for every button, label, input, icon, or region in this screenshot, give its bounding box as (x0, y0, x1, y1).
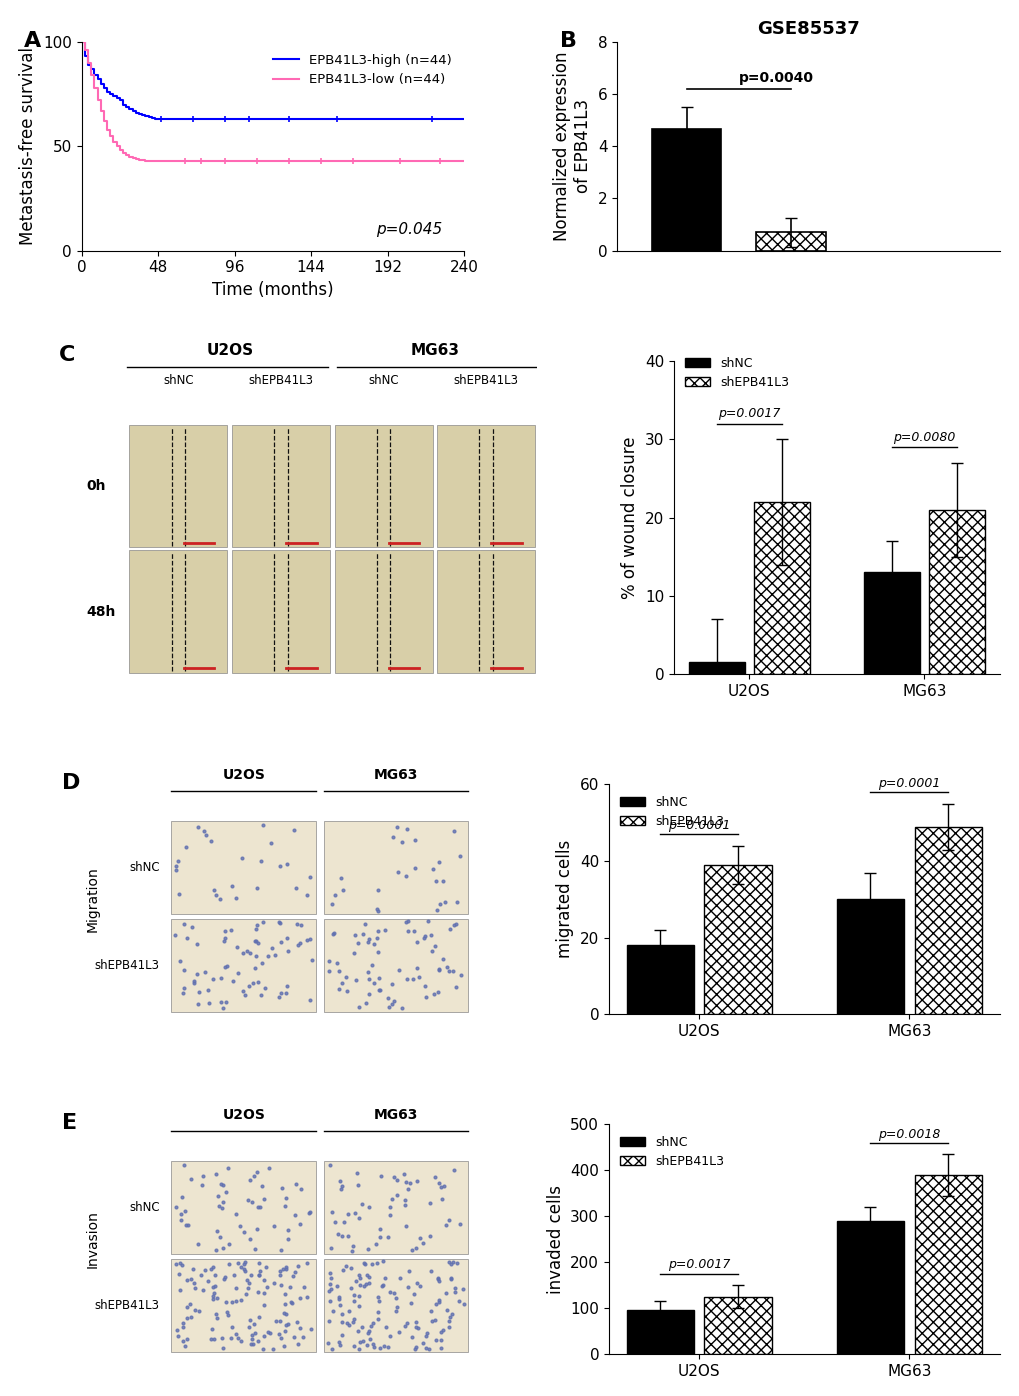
Title: GSE85537: GSE85537 (756, 20, 859, 38)
Bar (171, 919, 316, 1012)
Text: A: A (24, 32, 42, 52)
Y-axis label: migrated cells: migrated cells (555, 840, 574, 959)
Text: MG63: MG63 (374, 1108, 418, 1122)
Y-axis label: Normalized expression
of EPB41L3: Normalized expression of EPB41L3 (552, 52, 591, 242)
Legend: shNC, shEPB41L3: shNC, shEPB41L3 (680, 352, 794, 394)
Text: shEPB41L3: shEPB41L3 (95, 959, 160, 972)
Bar (129, 426, 227, 547)
Bar (651, 130, 720, 251)
Text: 48h: 48h (86, 604, 115, 618)
Text: Migration: Migration (86, 867, 100, 933)
Text: E: E (62, 1113, 77, 1134)
Text: shEPB41L3: shEPB41L3 (453, 374, 518, 387)
Bar (836, 1222, 903, 1354)
Bar (626, 1311, 693, 1354)
Bar (626, 945, 693, 1013)
Y-axis label: Metastasis-free survival: Metastasis-free survival (19, 47, 38, 246)
Bar (171, 821, 316, 914)
Text: shNC: shNC (129, 861, 160, 874)
Bar (753, 503, 809, 674)
Bar (231, 426, 330, 547)
Legend: shNC, shEPB41L3: shNC, shEPB41L3 (614, 1131, 729, 1173)
Text: U2OS: U2OS (222, 768, 265, 782)
Legend: EPB41L3-high (n=44), EPB41L3-low (n=44): EPB41L3-high (n=44), EPB41L3-low (n=44) (267, 49, 458, 92)
Bar (171, 1259, 316, 1351)
Text: p=0.0001: p=0.0001 (667, 819, 730, 832)
Bar (914, 1175, 981, 1354)
Text: shEPB41L3: shEPB41L3 (95, 1298, 160, 1312)
Bar (437, 550, 535, 673)
Bar (863, 572, 919, 674)
Bar (334, 550, 432, 673)
Text: MG63: MG63 (374, 768, 418, 782)
Bar (334, 426, 432, 547)
Text: p=0.0018: p=0.0018 (877, 1128, 940, 1141)
Text: shNC: shNC (163, 374, 194, 387)
Bar (171, 1161, 316, 1254)
Bar (914, 826, 981, 1013)
Text: p=0.045: p=0.045 (376, 222, 442, 237)
Text: C: C (59, 345, 75, 366)
Text: MG63: MG63 (410, 343, 459, 357)
Text: p=0.0040: p=0.0040 (738, 71, 813, 85)
Text: shNC: shNC (368, 374, 398, 387)
Bar (129, 550, 227, 673)
Text: Invasion: Invasion (86, 1210, 100, 1268)
Text: p=0.0017: p=0.0017 (667, 1258, 730, 1272)
Bar (323, 1259, 468, 1351)
Bar (836, 899, 903, 1013)
Bar (323, 821, 468, 914)
Text: p=0.0001: p=0.0001 (877, 776, 940, 790)
Bar (755, 232, 825, 251)
Text: p=0.0017: p=0.0017 (717, 408, 780, 420)
Text: shEPB41L3: shEPB41L3 (249, 374, 313, 387)
Bar (231, 550, 330, 673)
Bar (704, 1297, 771, 1354)
Text: U2OS: U2OS (206, 343, 253, 357)
Bar (928, 510, 983, 674)
Y-axis label: invaded cells: invaded cells (546, 1185, 565, 1294)
Text: 0h: 0h (86, 479, 106, 493)
Text: B: B (559, 32, 576, 52)
Text: D: D (62, 773, 81, 793)
X-axis label: Time (months): Time (months) (212, 281, 333, 299)
Legend: shNC, shEPB41L3: shNC, shEPB41L3 (614, 790, 729, 833)
Bar (704, 866, 771, 1013)
Bar (323, 1161, 468, 1254)
Text: shNC: shNC (129, 1201, 160, 1215)
Bar (323, 919, 468, 1012)
Text: p=0.0080: p=0.0080 (893, 431, 955, 444)
Bar (688, 662, 744, 674)
Text: U2OS: U2OS (222, 1108, 265, 1122)
Bar (437, 426, 535, 547)
Y-axis label: % of wound closure: % of wound closure (621, 437, 639, 599)
